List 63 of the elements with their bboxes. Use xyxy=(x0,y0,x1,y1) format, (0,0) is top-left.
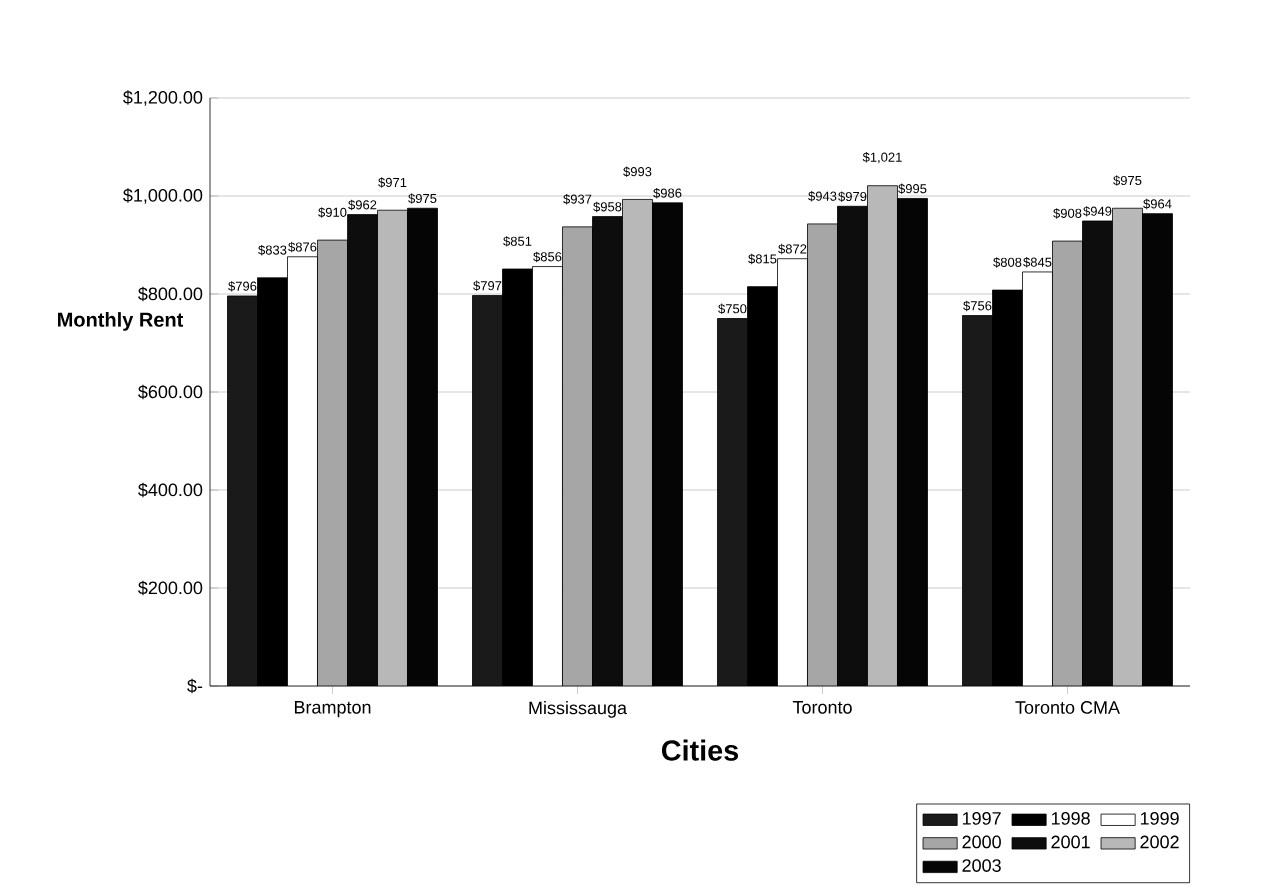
data-label: $986 xyxy=(653,187,682,199)
bar xyxy=(317,240,348,686)
y-tick-label: $600.00 xyxy=(138,384,203,400)
x-axis-title: Cities xyxy=(661,739,739,761)
data-label: $949 xyxy=(1083,206,1112,217)
data-label: $937 xyxy=(563,193,592,205)
y-tick-label: $200.00 xyxy=(138,580,203,596)
data-label: $756 xyxy=(963,300,992,312)
y-axis-title: Monthly Rent xyxy=(58,312,184,331)
data-label: $851 xyxy=(503,236,532,247)
data-label: $856 xyxy=(533,251,562,263)
bar xyxy=(377,210,408,686)
bar xyxy=(347,214,378,686)
data-label: $910 xyxy=(318,207,347,218)
legend-label: 2000 xyxy=(962,835,1001,849)
data-label: $958 xyxy=(593,201,622,213)
data-label: $796 xyxy=(228,281,257,292)
legend-label: 2001 xyxy=(1051,835,1090,849)
data-label: $971 xyxy=(378,177,407,188)
bar xyxy=(837,206,868,686)
data-label: $995 xyxy=(898,183,927,195)
data-label: $908 xyxy=(1053,208,1082,219)
data-label: $815 xyxy=(748,253,777,265)
x-tick-label: Brampton xyxy=(294,701,371,718)
data-label: $833 xyxy=(258,244,287,256)
y-tick-label: $1,000.00 xyxy=(123,188,203,204)
x-tick-label: Toronto xyxy=(792,701,852,714)
data-label: $964 xyxy=(1143,198,1172,210)
x-tick-label: Mississauga xyxy=(529,701,627,718)
bar xyxy=(562,226,593,686)
data-label: $872 xyxy=(778,243,807,255)
data-label: $750 xyxy=(718,303,747,315)
y-tick-label: $- xyxy=(187,678,203,694)
bar xyxy=(1112,207,1143,686)
bar xyxy=(472,295,503,686)
bar xyxy=(807,223,838,686)
y-tick-label: $1,200.00 xyxy=(123,90,203,106)
legend-label: 2003 xyxy=(962,859,1001,872)
data-label: $797 xyxy=(473,280,502,292)
bar xyxy=(592,216,623,686)
legend-label: 1999 xyxy=(1140,811,1179,825)
legend-label: 2002 xyxy=(1140,835,1179,849)
data-label: $975 xyxy=(408,193,437,204)
bar xyxy=(962,315,993,686)
data-label: $1,021 xyxy=(862,152,902,164)
y-tick-label: $800.00 xyxy=(138,286,203,302)
data-label: $808 xyxy=(993,257,1022,268)
data-label: $943 xyxy=(808,191,837,202)
data-label: $975 xyxy=(1113,175,1142,186)
bar xyxy=(717,318,748,686)
data-label: $876 xyxy=(288,241,317,253)
bar xyxy=(227,295,258,686)
data-label: $993 xyxy=(623,166,652,178)
bar xyxy=(1052,240,1083,686)
legend-label: 1998 xyxy=(1051,811,1090,825)
bar xyxy=(622,199,653,686)
data-label: $962 xyxy=(348,199,377,211)
y-tick-label: $400.00 xyxy=(138,482,203,498)
data-label: $845 xyxy=(1023,257,1052,268)
x-tick-label: Toronto CMA xyxy=(1015,701,1120,714)
data-label: $979 xyxy=(838,191,867,202)
legend-label: 1997 xyxy=(962,811,1001,825)
bar xyxy=(1082,220,1113,686)
